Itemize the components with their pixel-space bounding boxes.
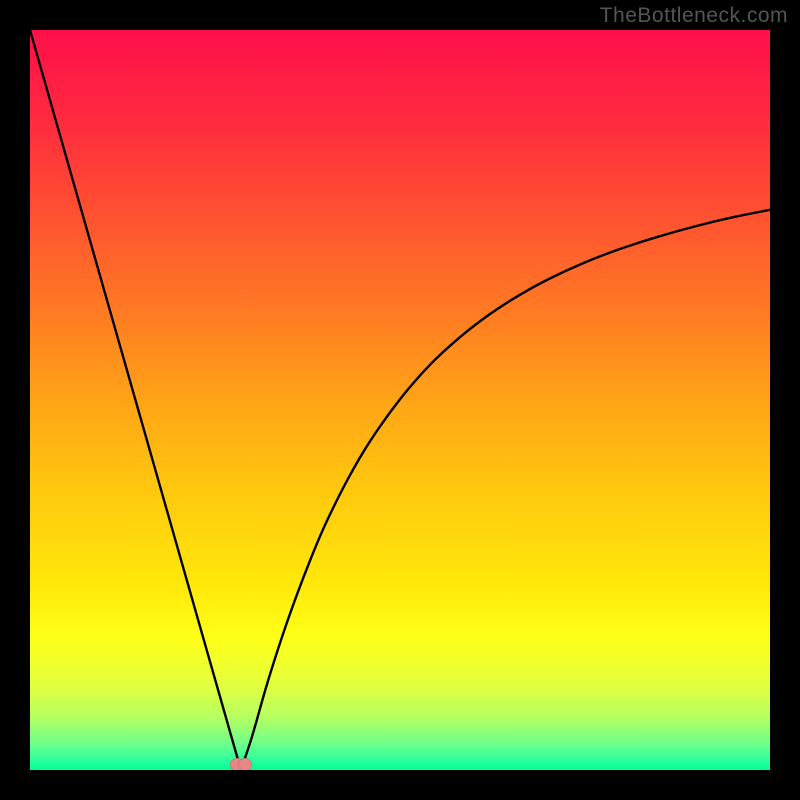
plot-svg xyxy=(30,30,770,770)
watermark-text: TheBottleneck.com xyxy=(600,4,788,28)
chart-container: TheBottleneck.com xyxy=(0,0,800,800)
notch-marker xyxy=(230,758,251,770)
plot-area xyxy=(30,30,770,770)
